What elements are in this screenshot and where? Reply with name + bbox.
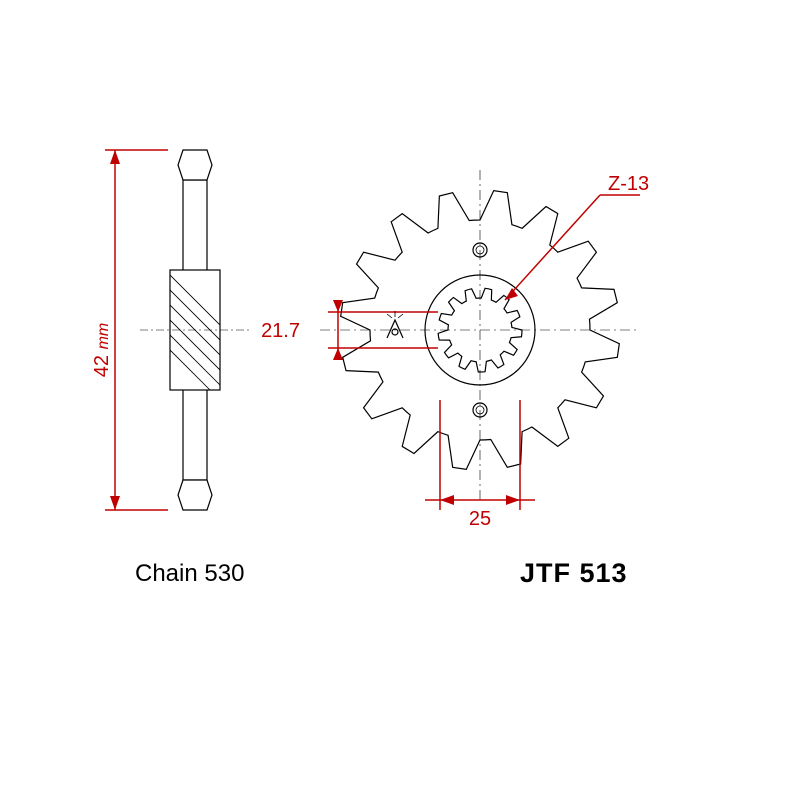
chain-label: Chain 530 — [135, 560, 244, 588]
dim-z13-value: Z-13 — [608, 173, 649, 195]
svg-text:42 mm: 42 mm — [91, 323, 113, 377]
dim-42-value: 42 — [91, 355, 113, 377]
drawing-container: 42 mm 21.7 25 Z-13 — [0, 0, 800, 800]
dim-217-value: 21.7 — [261, 320, 300, 342]
technical-drawing: 42 mm 21.7 25 Z-13 — [0, 0, 800, 800]
dim-42-unit: mm — [95, 323, 112, 350]
dim-25-value: 25 — [469, 508, 491, 530]
side-view — [140, 150, 250, 510]
part-number-label: JTF 513 — [520, 558, 628, 589]
